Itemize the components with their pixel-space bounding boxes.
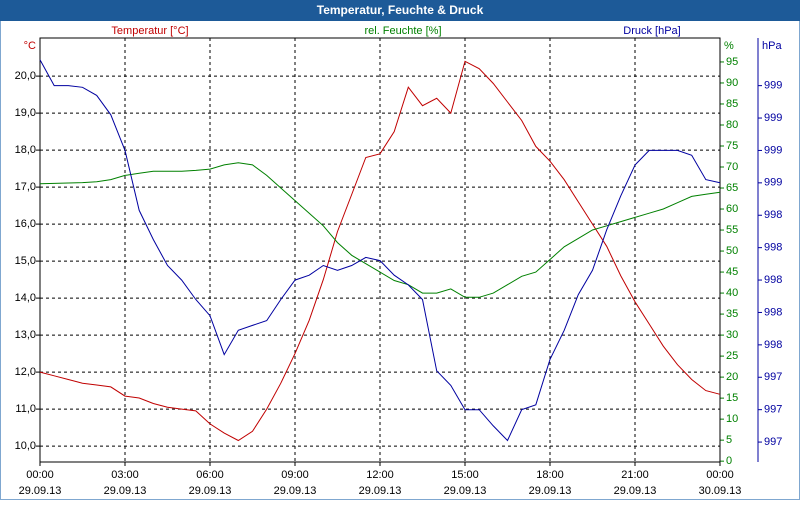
x-tick-label: 00:00 [706, 469, 734, 481]
y-unit: °C [24, 40, 36, 52]
x-tick-date: 29.09.13 [444, 485, 487, 497]
y2-tick-label: 0 [726, 455, 732, 467]
x-tick-label: 12:00 [366, 469, 394, 481]
y-tick-label: 12,0 [15, 366, 36, 378]
y2-tick-label: 80 [726, 119, 738, 131]
y-tick-label: 13,0 [15, 329, 36, 341]
x-tick-date: 29.09.13 [529, 485, 572, 497]
y-tick-label: 17,0 [15, 181, 36, 193]
y2-tick-label: 65 [726, 182, 738, 194]
series-line [39, 59, 721, 442]
y2-tick-label: 90 [726, 77, 738, 89]
y2-tick-label: 50 [726, 245, 738, 257]
y2-tick-label: 40 [726, 287, 738, 299]
y-tick-label: 14,0 [15, 292, 36, 304]
legend-label: Temperatur [°C] [111, 25, 188, 37]
y2-tick-label: 20 [726, 371, 738, 383]
y-tick-label: 19,0 [15, 107, 36, 119]
x-tick-label: 15:00 [451, 469, 479, 481]
y2-tick-label: 15 [726, 392, 738, 404]
y3-tick-label: 998 [764, 209, 782, 221]
y2-tick-label: 85 [726, 98, 738, 110]
y2-tick-label: 70 [726, 161, 738, 173]
x-tick-date: 29.09.13 [189, 485, 232, 497]
y-tick-label: 10,0 [15, 440, 36, 452]
y2-tick-label: 25 [726, 350, 738, 362]
y3-tick-label: 999 [764, 177, 782, 189]
y2-tick-label: 5 [726, 434, 732, 446]
chart-title: Temperatur, Feuchte & Druck [317, 3, 484, 17]
y3-tick-label: 997 [764, 371, 782, 383]
y3-tick-label: 999 [764, 112, 782, 124]
y2-tick-label: 45 [726, 266, 738, 278]
y-tick-label: 18,0 [15, 144, 36, 156]
y2-tick-label: 75 [726, 140, 738, 152]
x-tick-label: 00:00 [26, 469, 54, 481]
series-line [39, 162, 721, 298]
y3-tick-label: 998 [764, 339, 782, 351]
y2-tick-label: 95 [726, 56, 738, 68]
plot-frame [39, 37, 721, 463]
x-tick-date: 29.09.13 [19, 485, 62, 497]
x-tick-label: 06:00 [196, 469, 224, 481]
y-tick-label: 20,0 [15, 70, 36, 82]
legend-label: Druck [hPa] [623, 25, 680, 37]
y3-tick-label: 998 [764, 306, 782, 318]
y2-tick-label: 35 [726, 308, 738, 320]
y-tick-label: 16,0 [15, 218, 36, 230]
y-tick-label: 15,0 [15, 255, 36, 267]
x-tick-label: 03:00 [111, 469, 139, 481]
y2-tick-label: 55 [726, 224, 738, 236]
x-tick-date: 29.09.13 [104, 485, 147, 497]
x-tick-label: 21:00 [621, 469, 649, 481]
y2-tick-label: 10 [726, 413, 738, 425]
legend-label: rel. Feuchte [%] [364, 25, 441, 37]
x-tick-date: 29.09.13 [614, 485, 657, 497]
y3-tick-label: 998 [764, 242, 782, 254]
series-line [39, 60, 721, 442]
y2-unit: % [724, 40, 734, 52]
x-tick-date: 29.09.13 [274, 485, 317, 497]
y3-tick-label: 997 [764, 404, 782, 416]
y3-tick-label: 998 [764, 274, 782, 286]
y3-tick-label: 999 [764, 80, 782, 92]
x-tick-label: 18:00 [536, 469, 564, 481]
title-bar [0, 0, 800, 21]
x-tick-label: 09:00 [281, 469, 309, 481]
x-tick-date: 30.09.13 [699, 485, 742, 497]
x-tick-date: 29.09.13 [359, 485, 402, 497]
y2-tick-label: 30 [726, 329, 738, 341]
y3-tick-label: 997 [764, 436, 782, 448]
y-tick-label: 11,0 [15, 403, 36, 415]
y3-unit: hPa [762, 40, 782, 52]
y2-tick-label: 60 [726, 203, 738, 215]
y3-tick-label: 999 [764, 144, 782, 156]
